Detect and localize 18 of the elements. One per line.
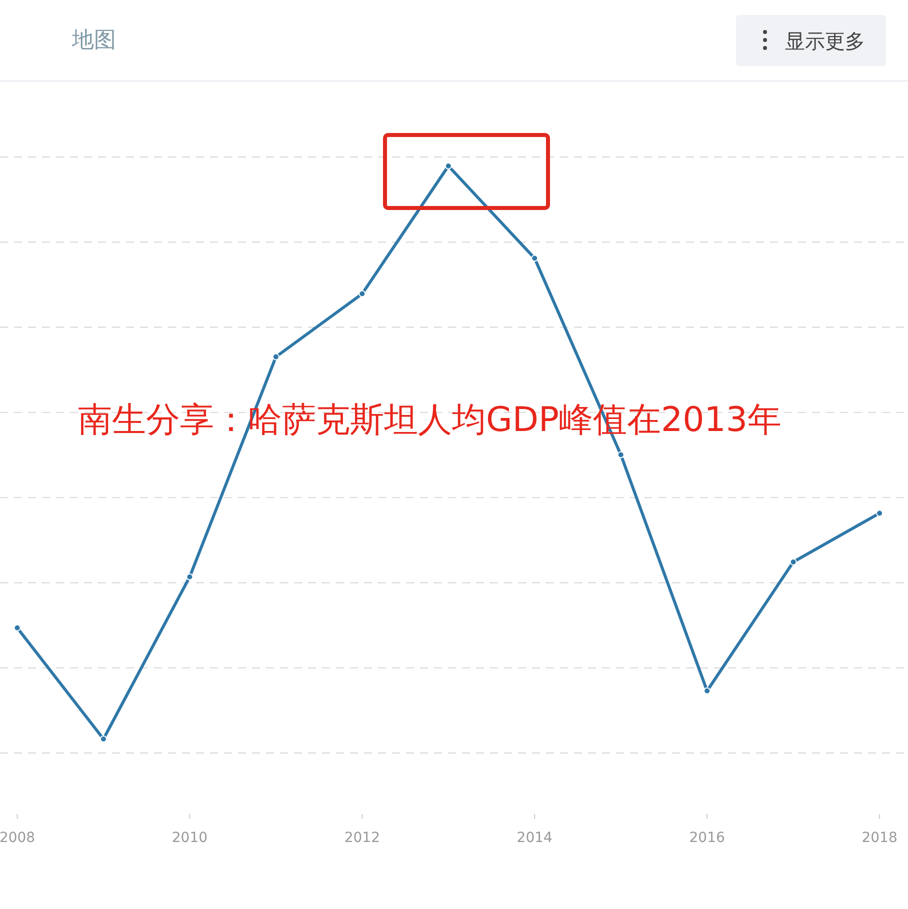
point xyxy=(186,573,194,580)
point xyxy=(790,558,797,566)
point xyxy=(358,290,366,298)
x-tick-label: 2018 xyxy=(862,830,898,846)
x-tick-label: 2012 xyxy=(344,830,380,846)
point xyxy=(617,451,624,458)
point xyxy=(100,736,107,742)
point xyxy=(272,353,280,360)
point xyxy=(704,687,711,694)
text: 地图 xyxy=(71,28,116,53)
x-tick-label: 2016 xyxy=(689,830,725,846)
text: 显示更多 xyxy=(785,29,865,53)
point xyxy=(531,254,538,262)
x-tick-label: 2008 xyxy=(0,830,36,846)
x-tick-label: 2010 xyxy=(172,830,208,846)
point xyxy=(444,162,452,170)
x-tick-label: 2014 xyxy=(516,830,553,846)
point xyxy=(14,624,21,632)
